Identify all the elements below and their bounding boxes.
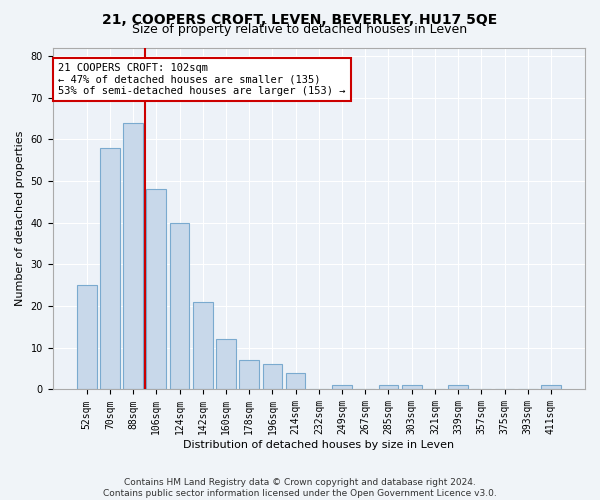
- Bar: [402, 386, 422, 390]
- Bar: [541, 386, 561, 390]
- Bar: [263, 364, 282, 390]
- Bar: [123, 122, 143, 390]
- Bar: [216, 340, 236, 390]
- X-axis label: Distribution of detached houses by size in Leven: Distribution of detached houses by size …: [183, 440, 454, 450]
- Bar: [100, 148, 120, 390]
- Text: Size of property relative to detached houses in Leven: Size of property relative to detached ho…: [133, 22, 467, 36]
- Y-axis label: Number of detached properties: Number of detached properties: [15, 131, 25, 306]
- Text: Contains HM Land Registry data © Crown copyright and database right 2024.
Contai: Contains HM Land Registry data © Crown c…: [103, 478, 497, 498]
- Bar: [146, 190, 166, 390]
- Text: 21, COOPERS CROFT, LEVEN, BEVERLEY, HU17 5QE: 21, COOPERS CROFT, LEVEN, BEVERLEY, HU17…: [103, 12, 497, 26]
- Bar: [286, 373, 305, 390]
- Bar: [77, 285, 97, 390]
- Bar: [193, 302, 212, 390]
- Bar: [448, 386, 468, 390]
- Text: 21 COOPERS CROFT: 102sqm
← 47% of detached houses are smaller (135)
53% of semi-: 21 COOPERS CROFT: 102sqm ← 47% of detach…: [58, 63, 346, 96]
- Bar: [170, 222, 190, 390]
- Bar: [332, 386, 352, 390]
- Bar: [239, 360, 259, 390]
- Bar: [379, 386, 398, 390]
